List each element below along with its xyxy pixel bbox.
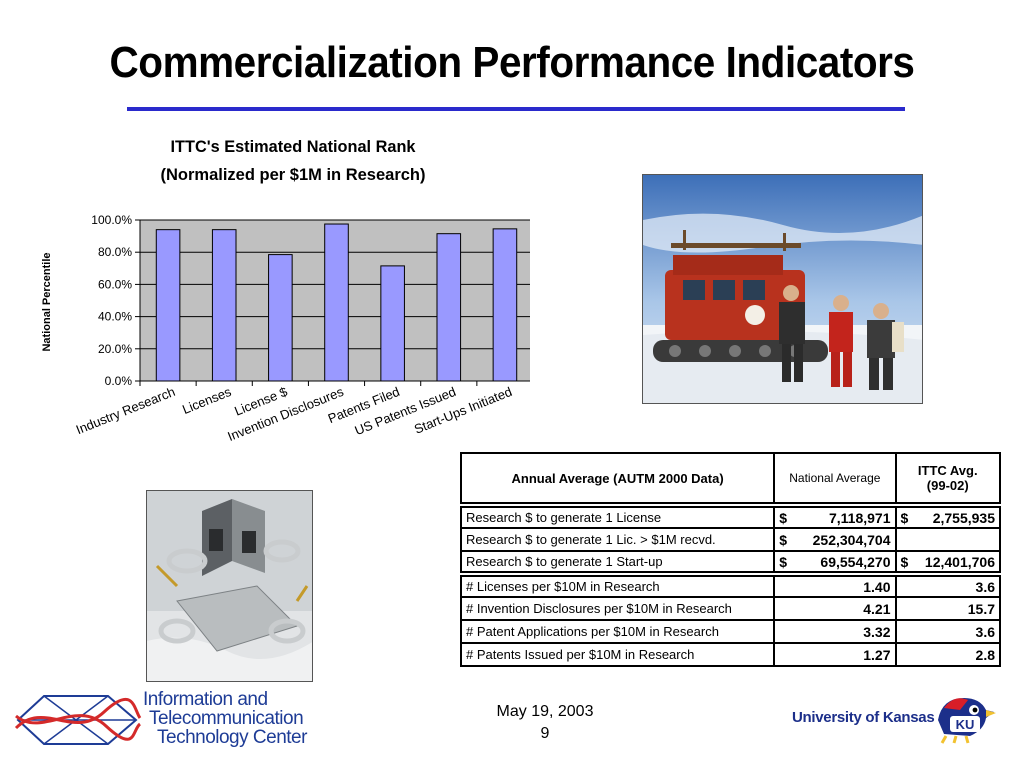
table-header-ittc-avg-line1: ITTC Avg. — [917, 463, 978, 478]
national-amount: 7,118,971 — [828, 509, 891, 526]
national-value: 4.21 — [773, 596, 897, 621]
chart-y-tick-label: 100.0% — [91, 213, 132, 227]
national-rank-chart: ITTC's Estimated National Rank (Normaliz… — [41, 137, 530, 444]
footer: May 19, 2003 9 — [470, 701, 620, 745]
table-header-row: Annual Average (AUTM 2000 Data) National… — [459, 452, 1001, 506]
chart-bar — [324, 223, 349, 382]
footer-date: May 19, 2003 — [496, 703, 594, 720]
row-label: Research $ to generate 1 Lic. > $1M recv… — [459, 527, 776, 552]
antenna-device-photo — [146, 490, 313, 682]
chart-bar — [436, 233, 462, 382]
ittc-value: $2,755,935 — [894, 502, 1001, 529]
table-header-ittc-avg-line2: (99-02) — [926, 478, 969, 493]
chart-y-tick-label: 60.0% — [98, 277, 132, 291]
page-number: 9 — [540, 725, 550, 742]
ittc-value: 15.7 — [894, 596, 1001, 621]
table-row: # Licenses per $10M in Research 1.40 3.6 — [459, 571, 1001, 598]
dollar-sign: $ — [779, 553, 787, 570]
chart-y-tick-label: 40.0% — [98, 310, 132, 324]
chart-title-line2: (Normalized per $1M in Research) — [161, 165, 426, 184]
ittc-wordmark-line3: Technology Center — [157, 727, 307, 748]
national-value: 1.40 — [773, 571, 897, 598]
chart-bar — [211, 229, 237, 382]
table-row: # Patents Issued per $10M in Research 1.… — [459, 642, 1001, 667]
table-row: # Patent Applications per $10M in Resear… — [459, 619, 1001, 644]
ittc-value: 2.8 — [894, 642, 1001, 667]
national-value: $252,304,704 — [773, 527, 897, 552]
row-label: Research $ to generate 1 License — [459, 502, 776, 529]
autm-data-table: Annual Average (AUTM 2000 Data) National… — [459, 452, 1001, 667]
national-amount: 69,554,270 — [820, 553, 891, 570]
ittc-value: 3.6 — [894, 571, 1001, 598]
ittc-wordmark-line2: Telecommunication — [149, 708, 304, 729]
chart-x-tick-label: Licenses — [180, 384, 234, 417]
snow-expedition-photo — [642, 174, 923, 404]
row-label: # Patents Issued per $10M in Research — [459, 642, 776, 667]
chart-bar — [492, 228, 518, 382]
table-header-national-average: National Average — [773, 452, 897, 506]
ittc-amount: 2,755,935 — [932, 509, 995, 526]
ittc-amount: 12,401,706 — [924, 553, 995, 570]
ittc-wordmark-line1: Information and — [143, 689, 268, 710]
dollar-sign: $ — [779, 509, 787, 526]
ittc-wordmark: Information and Telecommunication Techno… — [143, 690, 307, 747]
chart-x-tick-label: Industry Research — [74, 384, 177, 437]
chart-y-ticks: 0.0% 20.0% 40.0% 60.0% 80.0% 100.0% — [91, 213, 141, 388]
ittc-globe-logo — [14, 695, 142, 745]
dollar-sign: $ — [900, 509, 909, 526]
title-divider — [127, 107, 905, 111]
chart-y-tick-label: 20.0% — [98, 342, 132, 356]
national-value: $7,118,971 — [773, 502, 897, 529]
chart-y-axis-label: National Percentile — [41, 252, 53, 351]
table-header-ittc-avg: ITTC Avg. (99-02) — [894, 452, 1001, 506]
dollar-sign: $ — [779, 531, 787, 548]
chart-title-line1: ITTC's Estimated National Rank — [171, 137, 417, 156]
row-label: Research $ to generate 1 Start-up — [459, 550, 776, 575]
national-value: 1.27 — [773, 642, 897, 667]
ku-badge-text: KU — [956, 717, 975, 732]
table-row: Research $ to generate 1 Lic. > $1M recv… — [459, 527, 1001, 552]
slide-title: Commercialization Performance Indicators — [109, 38, 915, 87]
jayhawk-logo: KU — [938, 698, 996, 744]
chart-y-tick-label: 80.0% — [98, 245, 132, 259]
national-value: $69,554,270 — [773, 550, 897, 575]
university-wordmark: University of Kansas — [792, 709, 935, 726]
chart-bar — [268, 254, 293, 382]
table-row: Research $ to generate 1 License $7,118,… — [459, 502, 1001, 529]
ittc-value: $12,401,706 — [894, 550, 1001, 575]
table-row: Research $ to generate 1 Start-up $69,55… — [459, 550, 1001, 575]
row-label: # Invention Disclosures per $10M in Rese… — [459, 596, 776, 621]
row-label: # Patent Applications per $10M in Resear… — [459, 619, 776, 644]
ittc-value — [894, 527, 1001, 552]
table-row: # Invention Disclosures per $10M in Rese… — [459, 596, 1001, 621]
ittc-value: 3.6 — [894, 619, 1001, 644]
chart-y-tick-label: 0.0% — [105, 374, 133, 388]
chart-x-tick-label: Start-Ups Initiated — [412, 384, 514, 437]
row-label: # Licenses per $10M in Research — [459, 571, 776, 598]
chart-bar — [155, 229, 181, 382]
dollar-sign: $ — [900, 553, 909, 570]
national-value: 3.32 — [773, 619, 897, 644]
table-header-annual-average: Annual Average (AUTM 2000 Data) — [459, 452, 776, 506]
chart-bar — [380, 265, 405, 382]
national-amount: 252,304,704 — [812, 531, 891, 548]
